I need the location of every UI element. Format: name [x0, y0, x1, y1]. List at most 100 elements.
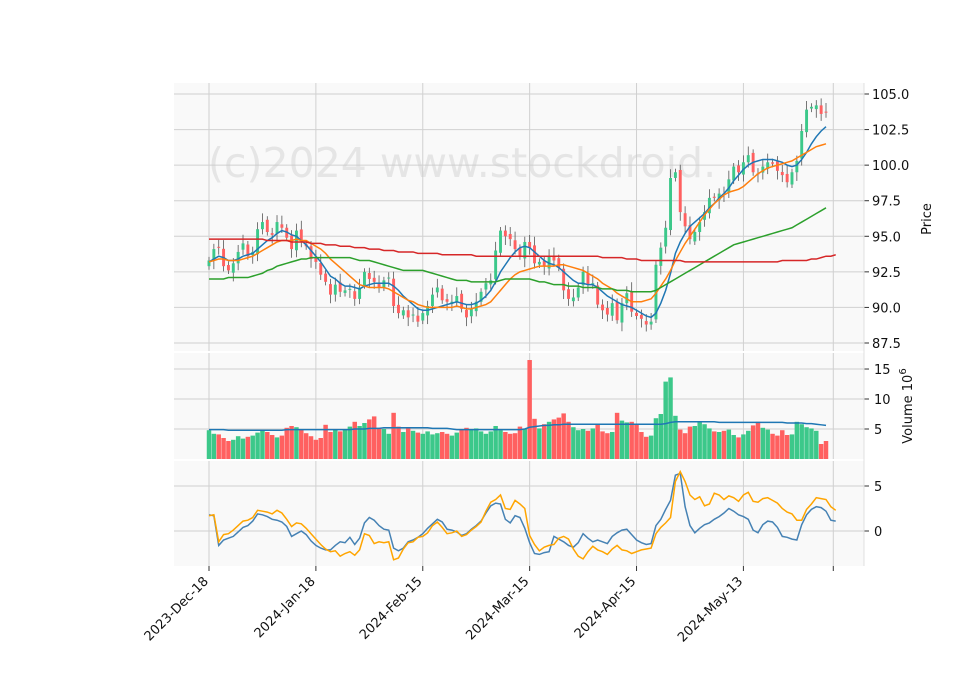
volume-bar	[371, 416, 377, 459]
candle-body	[363, 271, 366, 286]
candle-body	[319, 263, 323, 275]
volume-ma-line	[209, 421, 827, 431]
volume-bar	[274, 437, 280, 459]
candle-body	[737, 165, 741, 173]
candle-body	[586, 272, 590, 285]
candle-body	[533, 245, 536, 264]
candle-body	[698, 222, 702, 233]
candle-body	[479, 291, 483, 302]
candle-body	[260, 222, 264, 230]
volume-bar	[750, 425, 756, 459]
candle-body	[431, 294, 434, 307]
volume-bar	[420, 433, 425, 459]
candle-body	[537, 261, 541, 265]
candle-body	[367, 272, 371, 279]
candle-body	[397, 304, 400, 314]
price-y-tick-label: 105.0	[872, 88, 909, 103]
volume-bar	[473, 428, 479, 459]
candle-body	[270, 233, 274, 235]
indicator-lines	[208, 126, 837, 561]
candle-body	[596, 285, 600, 305]
candle-body	[678, 169, 682, 213]
volume-bar	[595, 424, 600, 459]
volume-bar	[401, 432, 406, 459]
volume-bar	[386, 433, 391, 459]
volume-bar	[464, 427, 469, 459]
candle-body	[557, 258, 561, 268]
volume-bar	[780, 430, 785, 459]
volume-bar	[488, 431, 494, 459]
candle-body	[256, 229, 260, 255]
candle-body	[513, 240, 517, 250]
volume-bar	[697, 421, 702, 459]
volume-bar	[425, 431, 430, 459]
macd-y-tick-label: 5	[874, 480, 882, 495]
x-tick-label: 2024-Mar-15	[463, 574, 532, 643]
candle-body	[217, 246, 221, 248]
candle-body	[411, 314, 415, 316]
candle-body	[790, 172, 794, 185]
candle-body	[348, 288, 352, 290]
volume-bar	[541, 424, 547, 459]
candle-body	[494, 250, 498, 280]
volume-bar	[575, 430, 581, 459]
volume-bar	[347, 426, 353, 459]
volume-bar	[517, 426, 523, 459]
x-tick-label: 2023-Dec-18	[142, 574, 212, 644]
volume-bar	[512, 433, 518, 459]
volume-bar	[716, 432, 722, 459]
volume-bar	[289, 426, 294, 459]
volume-bar	[804, 427, 809, 459]
volume-bar	[221, 438, 226, 459]
candle-body	[805, 109, 809, 133]
candle-body	[280, 224, 284, 228]
candle-body	[771, 162, 775, 164]
volume-bar	[318, 438, 323, 459]
candle-body	[421, 313, 425, 321]
candle-body	[683, 213, 687, 227]
price-y-tick-label: 102.5	[872, 124, 909, 139]
price-y-tick-label: 87.5	[872, 337, 901, 352]
x-tick-label: 2024-Jan-18	[252, 574, 319, 641]
volume-bar	[284, 427, 289, 459]
x-tick-label: 2024-Feb-15	[357, 574, 426, 643]
candle-body	[547, 256, 551, 269]
candle-body	[727, 179, 731, 193]
volume-bar	[629, 421, 634, 459]
x-tick-label: 2024-Apr-15	[572, 574, 639, 641]
candle-body	[688, 225, 692, 240]
volume-bar	[610, 432, 615, 459]
volume-bar	[265, 432, 270, 459]
candle-body	[775, 161, 779, 171]
candle-body	[387, 277, 391, 279]
volume-bar	[299, 429, 304, 459]
volume-bar	[648, 435, 654, 459]
volume-bar	[619, 420, 625, 459]
chart-panels	[174, 83, 864, 566]
volume-bar	[498, 430, 503, 459]
candle-body	[416, 315, 420, 322]
x-tick-label: 2024-May-13	[675, 574, 746, 645]
volume-bar	[736, 437, 741, 459]
candle-body	[707, 197, 711, 214]
candle-body	[328, 284, 332, 295]
volume-bar	[634, 424, 639, 459]
volume-bar	[522, 429, 528, 459]
candle-body	[372, 277, 376, 282]
candle-body	[231, 263, 235, 273]
candle-body	[780, 171, 784, 176]
candle-body	[664, 227, 668, 247]
volume-bar	[658, 414, 664, 459]
volume-bar	[459, 429, 464, 459]
volume-bar	[585, 430, 591, 459]
candle-body	[455, 296, 459, 302]
macd-line	[208, 472, 836, 556]
candle-body	[401, 310, 405, 316]
volume-bar	[376, 427, 382, 459]
volume-bar	[818, 444, 824, 459]
volume-bar	[308, 436, 314, 459]
signal-line	[208, 469, 837, 561]
volume-bar	[235, 436, 241, 459]
volume-bar	[240, 438, 246, 459]
